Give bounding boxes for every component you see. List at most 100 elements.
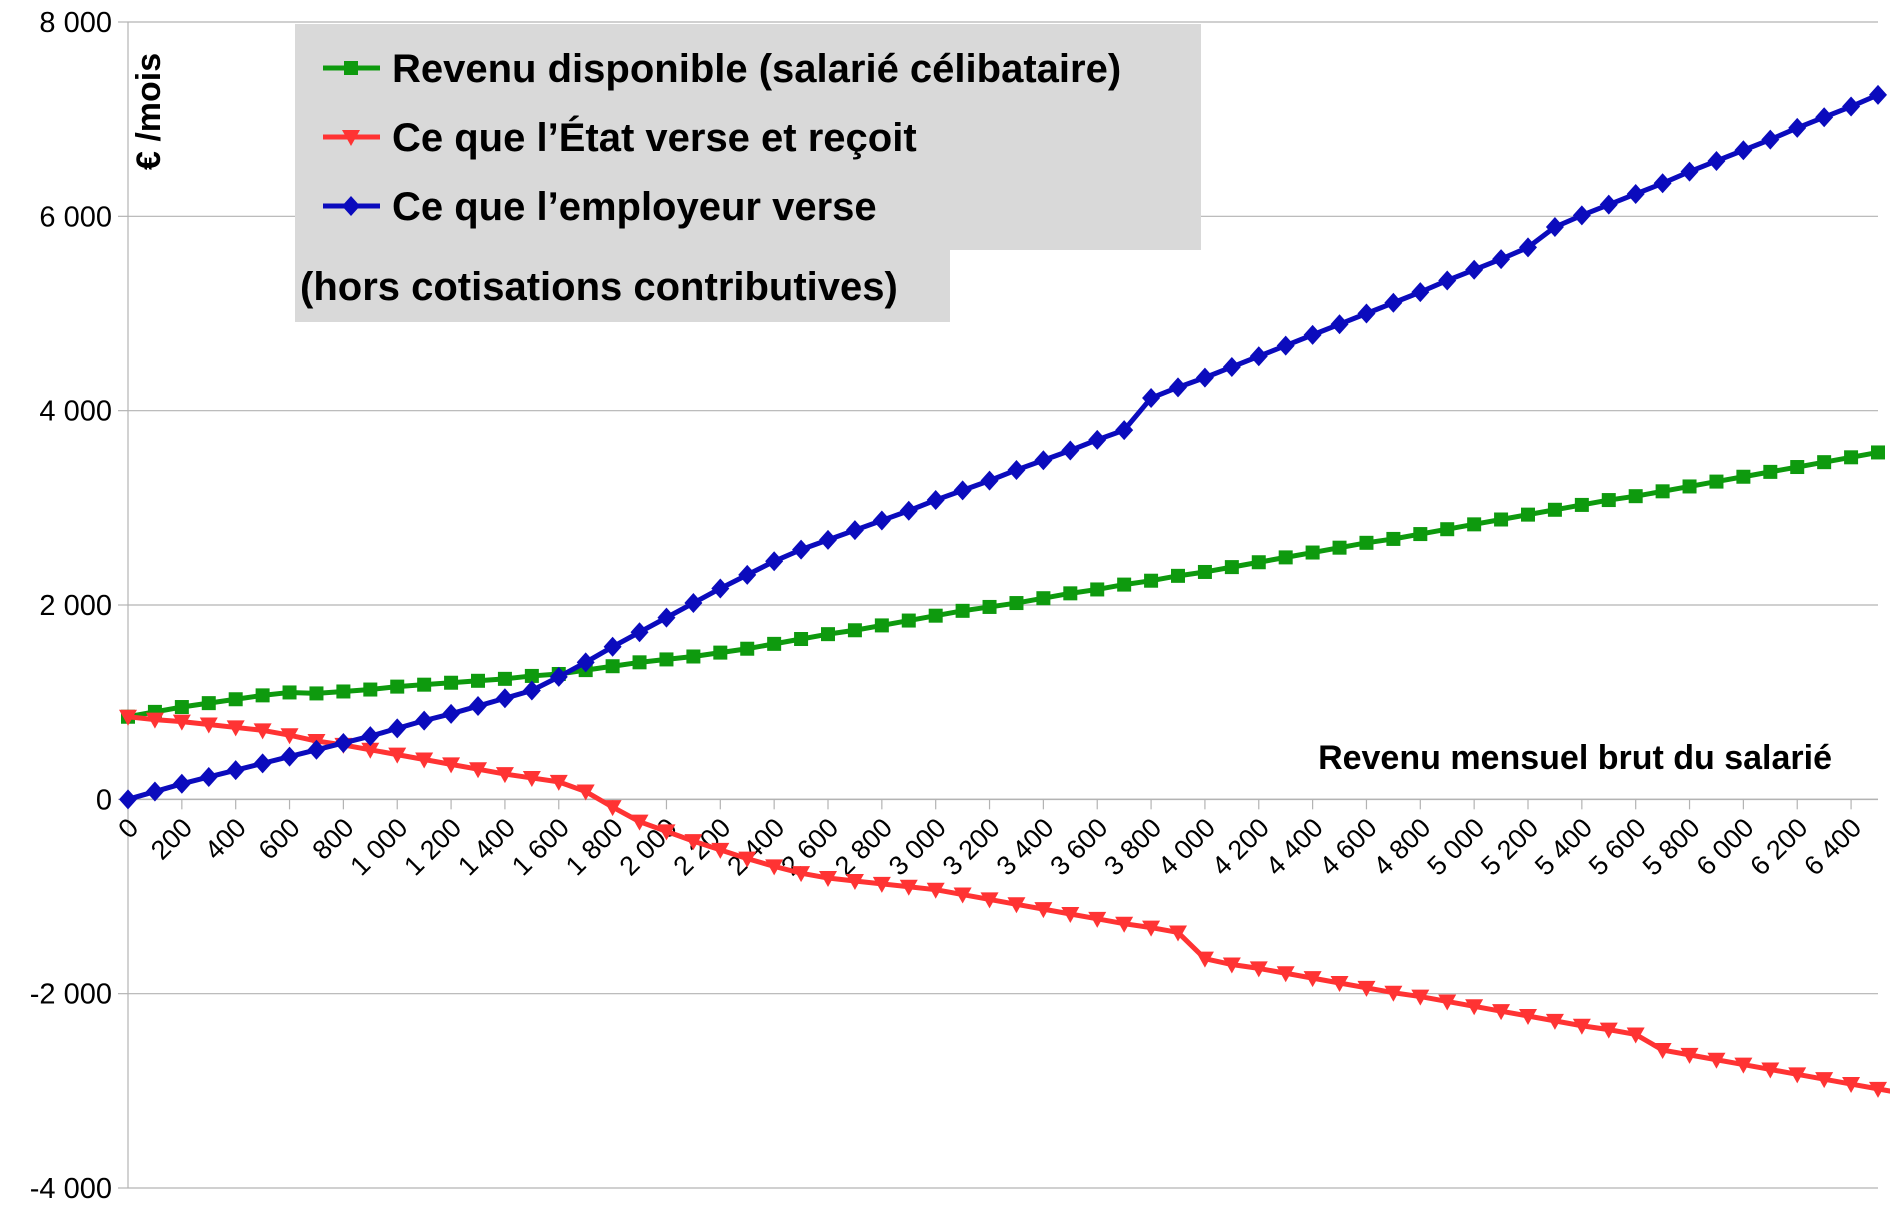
data-point-etat <box>1169 925 1187 942</box>
series-employeur <box>119 84 1887 810</box>
data-point-employeur <box>361 726 380 747</box>
data-point-revenu-disponible <box>1682 479 1697 494</box>
data-point-revenu-disponible <box>1601 493 1616 508</box>
data-point-revenu-disponible <box>1224 560 1239 575</box>
legend-note-box <box>295 250 950 322</box>
legend-swatch-marker <box>342 196 360 216</box>
data-point-employeur <box>1222 356 1241 377</box>
data-point-etat <box>899 879 918 896</box>
series-line-revenu-disponible <box>127 449 1879 720</box>
data-point-employeur <box>1034 450 1053 471</box>
data-point-revenu-disponible <box>794 632 809 647</box>
data-point-etat <box>738 851 757 868</box>
data-point-etat <box>1276 966 1295 983</box>
data-point-etat <box>361 742 380 759</box>
data-point-employeur <box>1438 270 1457 291</box>
data-point-etat <box>1303 971 1322 988</box>
data-point-etat <box>119 709 137 726</box>
data-point-revenu-disponible <box>1547 502 1562 517</box>
data-point-employeur <box>1761 129 1780 150</box>
data-point-revenu-disponible <box>847 623 862 638</box>
data-point-employeur <box>119 789 137 810</box>
data-point-revenu-disponible <box>444 675 459 690</box>
data-point-revenu-disponible <box>524 668 539 683</box>
data-point-etat <box>1492 1004 1511 1021</box>
data-point-revenu-disponible <box>1844 450 1859 465</box>
data-point-revenu-disponible <box>174 700 189 715</box>
data-point-employeur <box>711 578 730 599</box>
data-point-revenu-disponible <box>1144 573 1159 588</box>
data-point-employeur <box>1572 205 1591 226</box>
data-point-employeur <box>765 551 784 572</box>
data-point-etat <box>1815 1072 1834 1089</box>
data-point-employeur <box>415 710 434 731</box>
data-point-revenu-disponible <box>740 641 755 656</box>
legend-item-employeur: Ce que l’employeur verse <box>323 185 877 229</box>
x-tick-label: 6 200 <box>1744 812 1813 881</box>
data-point-etat <box>253 723 272 740</box>
x-tick-label: 1 800 <box>560 812 629 881</box>
data-point-revenu-disponible <box>390 679 405 694</box>
data-point-revenu-disponible <box>1251 555 1266 570</box>
data-point-etat <box>1707 1052 1726 1069</box>
y-tick-label: 4 000 <box>39 396 112 428</box>
data-point-revenu-disponible <box>1009 596 1024 611</box>
data-point-etat <box>1734 1057 1753 1074</box>
data-point-employeur <box>495 688 514 709</box>
data-point-employeur <box>145 781 164 802</box>
data-point-employeur <box>1007 459 1026 480</box>
data-point-etat <box>522 770 541 787</box>
legend-label: Ce que l’État verse et reçoit <box>392 115 917 160</box>
data-point-etat <box>657 824 676 841</box>
y-axis-title: € /mois <box>130 53 168 170</box>
data-point-etat <box>1007 897 1026 914</box>
x-tick-label: 6 400 <box>1798 812 1867 881</box>
data-point-revenu-disponible <box>1655 484 1670 499</box>
data-point-employeur <box>1330 314 1349 335</box>
data-point-employeur <box>1276 335 1295 356</box>
data-point-etat <box>576 784 595 801</box>
x-tick-label: 2 800 <box>829 812 898 881</box>
data-point-employeur <box>1734 140 1753 161</box>
data-point-etat <box>1761 1062 1780 1079</box>
data-point-etat <box>1115 916 1134 933</box>
x-tick-label: 3 800 <box>1098 812 1167 881</box>
data-point-etat <box>684 834 703 851</box>
x-tick-label: 1 400 <box>452 812 521 881</box>
data-point-employeur <box>334 732 353 753</box>
data-point-etat <box>1680 1047 1699 1064</box>
data-point-etat <box>1438 994 1457 1011</box>
data-point-revenu-disponible <box>1521 507 1535 522</box>
data-point-revenu-disponible <box>1494 512 1509 527</box>
data-point-revenu-disponible <box>363 682 378 697</box>
data-point-revenu-disponible <box>282 685 297 700</box>
series-etat <box>119 709 1890 1098</box>
data-point-employeur <box>1492 249 1511 270</box>
data-point-employeur <box>1815 107 1834 128</box>
x-tick-label: 4 600 <box>1314 812 1383 881</box>
data-point-employeur <box>442 703 461 724</box>
data-point-revenu-disponible <box>605 659 620 674</box>
data-point-etat <box>819 871 837 888</box>
data-point-employeur <box>280 746 299 767</box>
data-point-revenu-disponible <box>1359 535 1374 550</box>
x-tick-label: 5 200 <box>1475 812 1544 881</box>
data-point-etat <box>469 762 487 779</box>
data-point-etat <box>926 882 945 899</box>
x-tick-label: 1 200 <box>398 812 467 881</box>
data-point-revenu-disponible <box>1305 545 1320 560</box>
data-point-etat <box>1869 1081 1887 1098</box>
data-point-revenu-disponible <box>928 608 943 623</box>
data-point-revenu-disponible <box>1386 531 1401 546</box>
data-point-employeur <box>1626 183 1645 204</box>
data-point-etat <box>1545 1013 1564 1030</box>
data-point-employeur <box>469 696 487 717</box>
data-point-employeur <box>253 753 272 774</box>
x-tick-label: 4 400 <box>1260 812 1329 881</box>
legend-label: Revenu disponible (salarié célibataire) <box>392 47 1121 91</box>
data-point-etat <box>1249 961 1268 978</box>
data-point-employeur <box>199 766 218 787</box>
data-point-etat <box>145 712 164 729</box>
